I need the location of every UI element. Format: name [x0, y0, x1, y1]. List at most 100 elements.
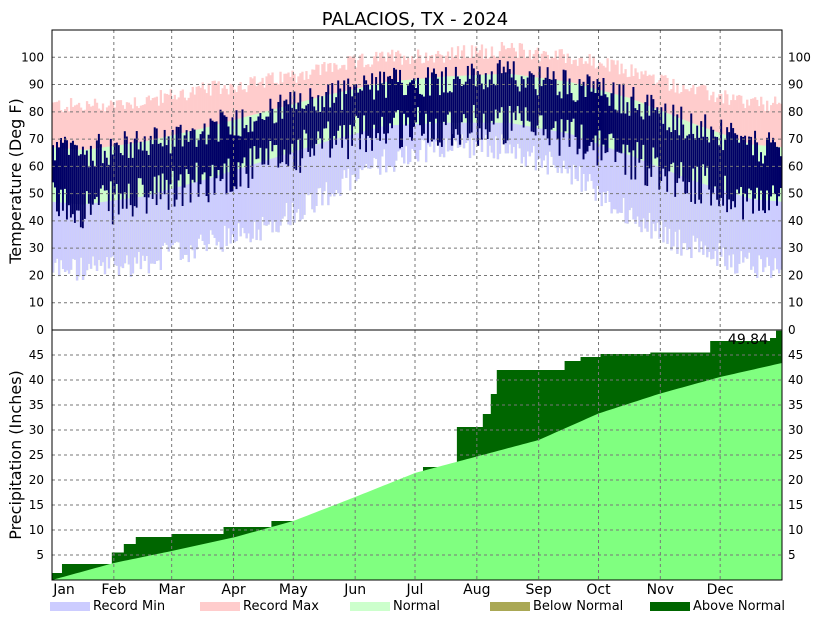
observed-temp-bar [195, 146, 198, 163]
normal-band-bar [424, 78, 428, 163]
record-min-bar [626, 154, 629, 224]
record-min-bar [740, 195, 743, 252]
observed-temp-bar [197, 140, 200, 197]
month-tick-label: Aug [463, 582, 490, 598]
temperature-tick-label-left: 50 [29, 187, 44, 201]
observed-temp-bar [139, 141, 143, 179]
observed-temp-bar [219, 109, 222, 182]
observed-temp-bar [648, 115, 651, 169]
observed-temp-bar [528, 71, 531, 122]
record-min-bar [247, 165, 250, 234]
record-min-bar [369, 129, 372, 169]
record-min-bar [636, 158, 639, 217]
observed-temp-bar [405, 94, 408, 126]
record-min-bar [97, 202, 101, 260]
record-min-bar [550, 130, 553, 157]
record-min-bar [694, 181, 697, 242]
observed-temp-bar [353, 84, 356, 127]
record-min-bar [584, 139, 587, 191]
record-min-bar [616, 150, 619, 214]
record-min-bar [606, 147, 609, 192]
observed-temp-bar [440, 71, 444, 147]
precipitation-tick-label-right: 25 [788, 448, 803, 462]
observed-temp-bar [205, 144, 208, 197]
observed-temp-bar [448, 91, 452, 112]
observed-temp-bar [277, 101, 280, 168]
record-min-bar [205, 179, 208, 252]
record-min-bar [373, 128, 376, 158]
observed-temp-bar [510, 77, 514, 131]
record-min-bar [642, 160, 645, 219]
observed-temp-bar [269, 98, 272, 141]
precipitation-tick-label-right: 35 [788, 398, 803, 412]
observed-temp-bar [387, 76, 390, 134]
record-min-bar [313, 145, 316, 213]
record-min-bar [75, 203, 79, 281]
normal-band-bar [407, 79, 410, 165]
normal-band-bar [598, 89, 601, 195]
record-min-bar [622, 152, 625, 198]
record-min-bar [492, 122, 496, 159]
record-min-bar [488, 122, 492, 146]
observed-temp-bar [732, 128, 735, 202]
observed-temp-bar [554, 79, 557, 122]
record-min-bar [307, 147, 310, 196]
observed-temp-bar [716, 136, 719, 200]
observed-temp-bar [135, 131, 139, 208]
record-min-bar [375, 128, 378, 160]
temperature-tick-label-left: 10 [29, 296, 44, 310]
record-min-bar [325, 141, 328, 183]
record-min-bar [95, 202, 99, 271]
observed-temp-bar [59, 138, 63, 190]
observed-temp-bar [417, 77, 420, 108]
record-min-bar [341, 137, 344, 179]
observed-temp-bar [514, 80, 518, 121]
record-min-bar [69, 203, 73, 270]
record-min-bar [546, 129, 549, 175]
observed-temp-bar [207, 134, 210, 203]
record-min-bar [650, 163, 653, 239]
record-min-bar [283, 154, 286, 217]
temperature-tick-label-right: 20 [788, 268, 803, 282]
observed-temp-bar [79, 154, 83, 228]
record-min-bar [277, 156, 280, 233]
observed-temp-bar [452, 79, 456, 139]
precipitation-tick-label-left: 45 [29, 348, 44, 362]
temperature-tick-label-right: 0 [788, 323, 796, 337]
observed-temp-bar [728, 132, 731, 200]
record-min-bar [397, 124, 400, 152]
observed-temp-bar [339, 88, 342, 126]
record-min-bar [644, 161, 647, 229]
record-min-bar [576, 136, 579, 182]
temperature-tick-label-left: 90 [29, 78, 44, 92]
observed-temp-bar [185, 130, 188, 170]
observed-temp-bar [770, 142, 773, 197]
record-min-bar [241, 167, 244, 228]
record-min-bar [159, 191, 162, 270]
observed-temp-bar [347, 78, 350, 160]
record-min-bar [468, 122, 472, 159]
observed-temp-bar [490, 71, 494, 121]
observed-temp-bar [95, 140, 99, 197]
temperature-tick-label-right: 30 [788, 241, 803, 255]
observed-temp-bar [560, 98, 563, 120]
record-min-bar [512, 123, 516, 147]
record-min-bar [161, 191, 164, 246]
observed-temp-bar [674, 130, 677, 197]
observed-temp-bar [662, 123, 665, 169]
record-min-bar [111, 200, 115, 257]
observed-temp-bar [636, 110, 639, 143]
observed-temp-bar [209, 118, 212, 177]
record-min-bar [135, 197, 139, 264]
observed-temp-bar [251, 131, 254, 179]
observed-temp-bar [566, 94, 569, 120]
record-min-bar [117, 199, 121, 276]
normal-band-bar [305, 100, 308, 194]
observed-temp-bar [574, 101, 577, 138]
observed-temp-bar [323, 107, 326, 129]
temperature-tick-label-right: 40 [788, 214, 803, 228]
observed-temp-bar [235, 110, 238, 190]
observed-temp-bar [381, 83, 384, 117]
record-min-bar [415, 124, 418, 160]
observed-temp-bar [558, 91, 561, 156]
